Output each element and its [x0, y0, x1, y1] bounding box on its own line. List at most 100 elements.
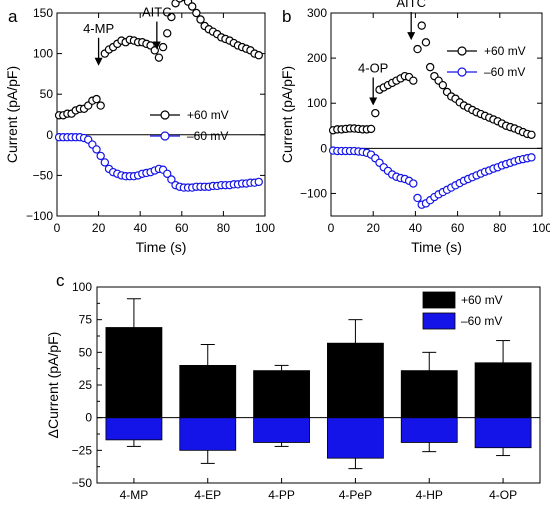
data-point [97, 152, 104, 159]
data-point [155, 54, 162, 61]
data-point [159, 44, 166, 51]
legend-swatch [423, 292, 455, 308]
data-point [414, 194, 421, 201]
y-tick-label: −100 [300, 186, 327, 200]
x-tick-label: 60 [451, 221, 465, 235]
data-point [101, 159, 108, 166]
y-tick-label: 100 [72, 280, 92, 294]
y-tick-label: −50 [72, 476, 93, 490]
legend-label: +60 mV [461, 293, 503, 307]
panel-letter-c: c [56, 271, 65, 290]
x-tick-label: 20 [92, 221, 106, 235]
bar [401, 418, 457, 443]
x-tick-label: 4-HP [416, 488, 443, 502]
y-axis-label: Current (pA/pF) [4, 66, 20, 163]
bar [327, 343, 383, 417]
y-axis-label: Current (pA/pF) [279, 66, 295, 163]
panel-letter-b: b [282, 7, 291, 26]
panel-letter-a: a [8, 7, 18, 26]
x-tick-label: 80 [493, 221, 507, 235]
annotation-arrow-head [407, 32, 415, 40]
bar [475, 418, 531, 448]
data-point [528, 154, 535, 161]
data-point [410, 77, 417, 84]
y-tick-label: 100 [33, 47, 53, 61]
bar [106, 418, 162, 440]
data-point [414, 45, 421, 52]
legend-swatch [423, 313, 455, 329]
series-pos60 [330, 22, 536, 138]
chart-b-plot-area: 0 20 40 60 80 100 −100 0 100 200 300 Time (s) Curren… [279, 0, 550, 255]
x-axis-label: Time (s) [411, 239, 462, 255]
bar [180, 365, 236, 417]
x-tick-label: 40 [134, 221, 148, 235]
legend-marker [458, 68, 466, 76]
data-point [422, 39, 429, 46]
y-tick-label: 0 [320, 141, 327, 155]
legend-label: +60 mV [484, 44, 526, 58]
x-tick-label: 60 [175, 221, 189, 235]
data-point [189, 3, 196, 10]
data-point [418, 22, 425, 29]
data-point [193, 9, 200, 16]
data-point [528, 131, 535, 138]
data-point [93, 95, 100, 102]
y-tick-label: 150 [33, 6, 53, 20]
x-tick-label: 100 [532, 221, 550, 235]
x-tick-label: 4-EP [194, 488, 221, 502]
legend-label: –60 mV [484, 65, 525, 79]
y-tick-label: 200 [307, 51, 327, 65]
y-tick-label: −50 [33, 168, 54, 182]
y-tick-label: 50 [40, 87, 54, 101]
x-tick-label: 4-PP [268, 488, 295, 502]
x-tick-label: 20 [367, 221, 381, 235]
y-tick-label: 25 [79, 378, 93, 392]
y-tick-label: 75 [79, 313, 93, 327]
bar [254, 418, 310, 443]
bar-series-neg60 [106, 418, 531, 469]
annotation-label: AITC [142, 5, 172, 20]
series-neg60 [55, 134, 262, 192]
y-axis-label: ΔCurrent (pA/pF) [45, 332, 61, 439]
legend-marker [458, 47, 466, 55]
bar [401, 371, 457, 418]
y-tick-label: 0 [85, 411, 92, 425]
annotation-label: 4-MP [83, 21, 114, 36]
x-tick-label: 40 [409, 221, 423, 235]
legend-marker [161, 111, 169, 119]
legend-label: –60 mV [461, 314, 502, 328]
y-tick-label: 50 [79, 345, 93, 359]
y-tick-label: 300 [307, 6, 327, 20]
y-tick-label: −25 [72, 443, 93, 457]
x-tick-label: 0 [328, 221, 335, 235]
data-point [164, 30, 171, 37]
x-axis-label: Time (s) [136, 239, 187, 255]
data-point [410, 180, 417, 187]
bar [254, 371, 310, 418]
panel-b: b 0 20 40 60 80 100 −100 0 100 200 300 Time (s) Curr… [279, 0, 550, 255]
legend-label: +60 mV [187, 108, 229, 122]
x-tick-label: 4-OP [489, 488, 517, 502]
x-tick-label: 4-MP [120, 488, 149, 502]
annotation-label: AITC [396, 0, 426, 10]
bar [180, 418, 236, 451]
y-tick-label: 0 [46, 128, 53, 142]
x-tick-label: 0 [54, 221, 61, 235]
data-point [439, 82, 446, 89]
series-neg60 [330, 147, 536, 208]
bar [475, 363, 531, 418]
y-tick-label: −100 [26, 209, 53, 223]
y-tick-label: 100 [307, 96, 327, 110]
data-point [197, 16, 204, 23]
annotation-label: 4-OP [358, 60, 388, 75]
data-point [367, 125, 374, 132]
legend-marker [161, 132, 169, 140]
data-point [255, 178, 262, 185]
x-tick-label: 80 [217, 221, 231, 235]
data-point [372, 110, 379, 117]
